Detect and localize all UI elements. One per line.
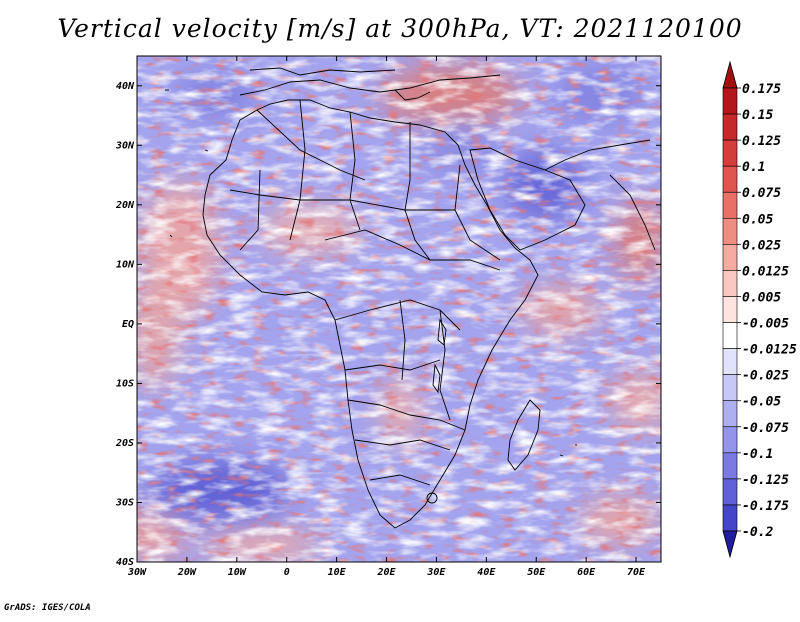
colorbar-swatch bbox=[722, 348, 738, 375]
colorbar-label: -0.005 bbox=[742, 317, 789, 332]
y-tick-label: 10S bbox=[116, 378, 134, 389]
colorbar: 0.175 0.15 0.125 0.1 0.075 0.05 0.025 0.0125 0.0… bbox=[722, 60, 797, 559]
colorbar-label: -0.025 bbox=[742, 369, 789, 384]
map-frame bbox=[136, 55, 662, 563]
x-tick-label: 20E bbox=[376, 567, 396, 578]
colorbar-swatch bbox=[722, 139, 738, 167]
colorbar-label: 0.0125 bbox=[742, 264, 789, 279]
colorbar-swatch bbox=[722, 478, 738, 506]
y-tick-label: 40S bbox=[116, 557, 134, 568]
colorbar-bottom-arrow bbox=[722, 530, 738, 559]
colorbar-label: 0.15 bbox=[742, 108, 773, 123]
colorbar-swatch bbox=[722, 87, 738, 115]
colorbar-label: 0.05 bbox=[742, 212, 773, 227]
colorbar-swatch bbox=[722, 113, 738, 141]
x-tick-label: 30E bbox=[426, 567, 446, 578]
colorbar-label: -0.075 bbox=[742, 421, 789, 436]
colorbar-swatch bbox=[722, 296, 738, 323]
x-tick-label: 40E bbox=[477, 567, 496, 578]
coastlines bbox=[165, 67, 656, 529]
x-tick-label: 30W bbox=[127, 567, 147, 578]
velocity-field bbox=[137, 56, 661, 562]
credit-label: GrADS: IGES/COLA bbox=[4, 603, 91, 613]
colorbar-label: 0.125 bbox=[742, 134, 781, 149]
colorbar-label: -0.0125 bbox=[742, 343, 797, 358]
y-tick-label: 20S bbox=[115, 438, 134, 449]
x-tick-label: 10E bbox=[328, 567, 347, 578]
y-tick-label: 40N bbox=[116, 81, 135, 92]
colorbar-label: -0.05 bbox=[742, 395, 781, 410]
colorbar-swatch bbox=[722, 400, 738, 428]
x-tick-label: 60E bbox=[577, 567, 596, 578]
colorbar-label: 0.175 bbox=[742, 82, 781, 97]
colorbar-label: 0.005 bbox=[742, 290, 781, 305]
y-tick-label: 10N bbox=[116, 259, 135, 270]
colorbar-swatch bbox=[722, 504, 738, 532]
colorbar-label: -0.2 bbox=[742, 525, 773, 540]
y-axis: 40N 30N 20N 10N EQ 10S 20S 30S 40S bbox=[115, 81, 661, 568]
x-tick-label: 10W bbox=[228, 567, 247, 578]
colorbar-swatch bbox=[722, 165, 738, 193]
x-tick-label: 20W bbox=[177, 567, 197, 578]
x-axis: 30W 20W 10W 0 10E 20E 30E 40E 50E 60E 70E bbox=[127, 56, 646, 578]
colorbar-top-arrow bbox=[722, 60, 738, 89]
x-tick-label: 0 bbox=[284, 567, 290, 578]
colorbar-label: -0.125 bbox=[742, 473, 789, 488]
colorbar-swatch bbox=[722, 322, 738, 349]
colorbar-label: -0.1 bbox=[742, 447, 773, 462]
colorbar-swatch bbox=[722, 452, 738, 480]
y-tick-label: 30S bbox=[115, 497, 134, 508]
colorbar-label: 0.025 bbox=[742, 238, 781, 253]
colorbar-label: 0.075 bbox=[742, 186, 781, 201]
map-title: Vertical velocity [m/s] at 300hPa, VT: 2… bbox=[57, 14, 743, 43]
y-tick-label: 30N bbox=[115, 140, 135, 151]
y-tick-label: EQ bbox=[122, 319, 134, 330]
x-tick-label: 50E bbox=[527, 567, 546, 578]
colorbar-swatch bbox=[722, 191, 738, 219]
colorbar-swatch bbox=[722, 270, 738, 297]
colorbar-label: -0.175 bbox=[742, 499, 789, 514]
colorbar-swatch bbox=[722, 374, 738, 402]
colorbar-label: 0.1 bbox=[742, 160, 765, 175]
colorbar-swatch bbox=[722, 217, 738, 245]
x-tick-label: 70E bbox=[627, 567, 646, 578]
y-tick-label: 20N bbox=[115, 200, 135, 211]
colorbar-swatch bbox=[722, 244, 738, 271]
colorbar-swatch bbox=[722, 426, 738, 454]
